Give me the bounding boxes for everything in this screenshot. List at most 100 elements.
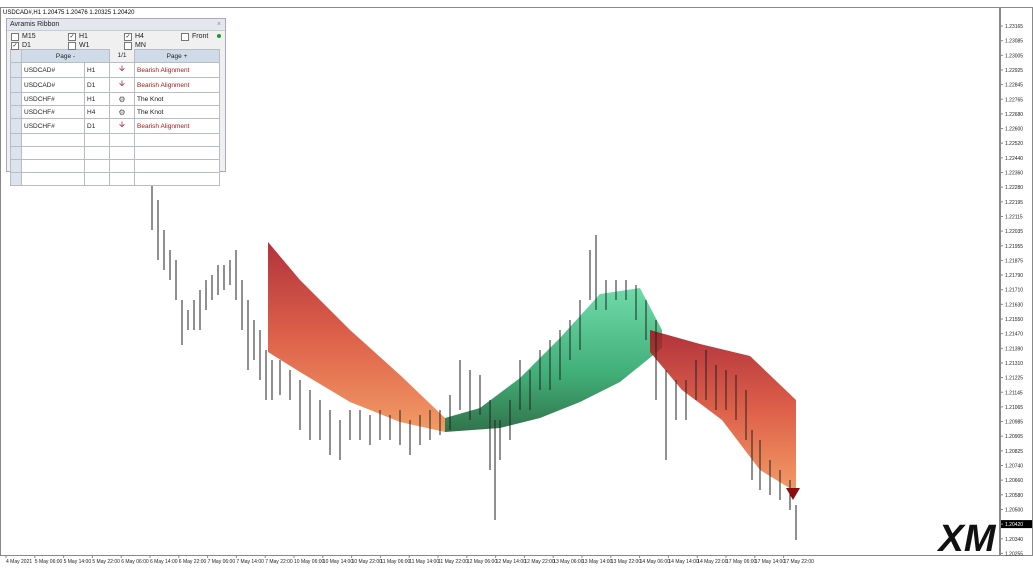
- checkbox-label: MN: [135, 42, 146, 49]
- signal-row: [10, 159, 220, 173]
- timeframe-checkbox[interactable]: ✓ H4: [124, 32, 144, 41]
- checkbox-box[interactable]: ✓: [124, 32, 132, 41]
- signal-icon: [109, 133, 135, 147]
- page-indicator: 1/1: [109, 49, 135, 63]
- signal-row: USDCHF# D1 🡫 Bearish Alignment: [10, 118, 220, 134]
- time-label: 5 May 14:00: [64, 559, 92, 565]
- avramis-ribbon-panel: Avramis Ribbon × Page -1/1 Page + USDCAD# H1…: [6, 18, 226, 186]
- signal-icon: [109, 172, 135, 186]
- signal-row: [10, 146, 220, 160]
- price-label: 1.20420: [1005, 522, 1023, 528]
- price-label: 1.22925: [1005, 68, 1023, 74]
- timeframe-checkbox[interactable]: M15: [11, 32, 36, 41]
- timeframe-cell: [84, 133, 110, 147]
- row-icon: [10, 118, 22, 134]
- time-label: 17 May 22:00: [784, 559, 815, 565]
- signal-cell: [134, 133, 220, 147]
- page-next-button[interactable]: Page +: [134, 49, 220, 63]
- checkbox-box[interactable]: ✓: [11, 41, 19, 50]
- time-label: 12 May 06:00: [467, 559, 498, 565]
- symbol-cell: [21, 172, 85, 186]
- signal-cell: Bearish Alignment: [134, 118, 220, 134]
- checkbox-box[interactable]: [68, 41, 76, 50]
- price-label: 1.21145: [1005, 390, 1023, 396]
- time-label: 10 May 06:00: [294, 559, 325, 565]
- price-label: 1.22115: [1005, 214, 1023, 220]
- price-label: 1.21225: [1005, 376, 1023, 382]
- price-label: 1.20500: [1005, 507, 1023, 513]
- price-label: 1.22600: [1005, 127, 1023, 133]
- panel-title-text: Avramis Ribbon: [10, 21, 60, 28]
- time-label: 7 May 06:00: [208, 559, 236, 565]
- timeframe-cell: H1: [84, 62, 110, 78]
- timeframe-checkbox[interactable]: W1: [68, 41, 90, 50]
- timeframe-checkbox[interactable]: ✓ H1: [68, 32, 88, 41]
- checkbox-box[interactable]: [124, 41, 132, 50]
- time-label: 17 May 06:00: [726, 559, 757, 565]
- bearish-arrow: [786, 488, 800, 500]
- price-label: 1.21550: [1005, 317, 1023, 323]
- checkbox-box[interactable]: [11, 32, 19, 41]
- price-label: 1.22765: [1005, 97, 1023, 103]
- price-label: 1.20255: [1005, 551, 1023, 557]
- signal-row: USDCHF# H1 ⚙ The Knot: [10, 92, 220, 106]
- price-label: 1.21310: [1005, 361, 1023, 367]
- time-label: 4 May 2021: [6, 559, 32, 565]
- symbol-cell: USDCHF#: [21, 92, 85, 106]
- signal-row: [10, 172, 220, 186]
- checkbox-label: W1: [79, 42, 90, 49]
- panel-title: Avramis Ribbon ×: [7, 19, 225, 31]
- price-label: 1.21875: [1005, 258, 1023, 264]
- time-label: 11 May 06:00: [380, 559, 410, 565]
- symbol-cell: [21, 133, 85, 147]
- time-label: 10 May 14:00: [323, 559, 354, 565]
- signal-row: [10, 133, 220, 147]
- row-icon: [10, 172, 22, 186]
- price-label: 1.21710: [1005, 288, 1023, 294]
- price-label: 1.22195: [1005, 200, 1023, 206]
- row-icon: [10, 105, 22, 119]
- price-label: 1.23165: [1005, 24, 1023, 30]
- checkbox-label: D1: [22, 42, 31, 49]
- status-dot: [217, 34, 221, 38]
- checkbox-label: H1: [79, 33, 88, 40]
- price-label: 1.22035: [1005, 229, 1023, 235]
- symbol-cell: USDCHF#: [21, 118, 85, 134]
- timeframe-cell: [84, 172, 110, 186]
- signal-icon: 🡫: [109, 77, 135, 93]
- timeframe-cell: H4: [84, 105, 110, 119]
- chart-header: USDCAD#,H1 1.20475 1.20476 1.20325 1.204…: [3, 10, 135, 16]
- timeframe-cell: [84, 159, 110, 173]
- row-icon: [10, 92, 22, 106]
- price-label: 1.20340: [1005, 537, 1023, 543]
- signal-icon: [109, 159, 135, 173]
- signal-icon: 🡫: [109, 118, 135, 134]
- checkbox-box[interactable]: ✓: [68, 32, 76, 41]
- time-label: 12 May 22:00: [524, 559, 555, 565]
- ribbon-bearish: [268, 242, 445, 432]
- close-button[interactable]: ×: [216, 21, 221, 28]
- timeframe-checkbox[interactable]: Front: [181, 32, 208, 41]
- price-label: 1.22680: [1005, 112, 1023, 118]
- price-label: 1.21955: [1005, 244, 1023, 250]
- checkbox-box[interactable]: [181, 32, 189, 41]
- time-label: 12 May 14:00: [496, 559, 527, 565]
- broker-logo: XM: [937, 518, 997, 560]
- page-prev-button[interactable]: Page -: [21, 49, 110, 63]
- signal-cell: [134, 159, 220, 173]
- signal-icon: 🡫: [109, 62, 135, 78]
- time-label: 7 May 14:00: [236, 559, 264, 565]
- price-label: 1.22845: [1005, 83, 1023, 89]
- timeframe-cell: D1: [84, 118, 110, 134]
- time-label: 6 May 22:00: [179, 559, 207, 565]
- time-label: 6 May 14:00: [150, 559, 178, 565]
- timeframe-checkbox[interactable]: ✓ D1: [11, 41, 31, 50]
- row-icon: [10, 77, 22, 93]
- timeframe-cell: H1: [84, 92, 110, 106]
- price-label: 1.20580: [1005, 493, 1023, 499]
- time-label: 11 May 22:00: [438, 559, 468, 565]
- price-wicks: [151, 170, 797, 540]
- signal-icon: [109, 146, 135, 160]
- timeframe-checkbox[interactable]: MN: [124, 41, 146, 50]
